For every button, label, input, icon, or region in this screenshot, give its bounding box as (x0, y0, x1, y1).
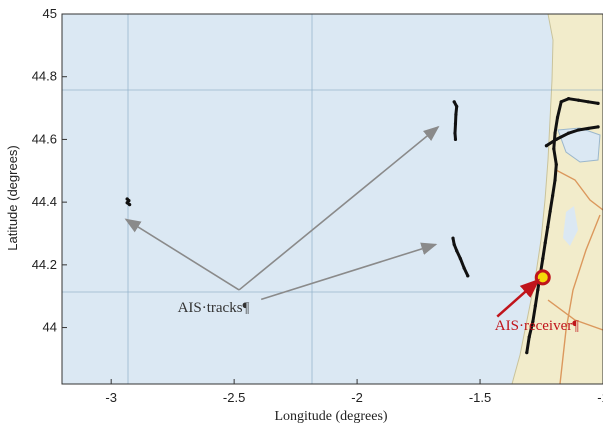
annotation-arrow (496, 278, 541, 318)
ais-track-point (527, 335, 531, 339)
ais-track-point (586, 126, 590, 131)
lagoon (557, 127, 601, 163)
x-tick-label: -2 (351, 390, 363, 405)
x-axis-title: Longitude (degrees) (274, 409, 387, 424)
y-axis: 44 44.2 44.4 44.6 44.8 45 (32, 6, 67, 335)
ais-track-point (531, 319, 535, 323)
ais-track-point (454, 112, 458, 116)
x-tick-label: -1.5 (469, 390, 491, 405)
ais-tracks (125, 97, 600, 355)
ais-track-point (536, 288, 540, 292)
ais-track-point (559, 100, 563, 104)
ais-track-point (451, 236, 455, 240)
ais-track-point (576, 98, 581, 102)
ais-track-point (553, 178, 557, 182)
ais-track-point (586, 100, 590, 104)
ais-track-point (553, 131, 557, 135)
ais-track-point (462, 266, 466, 270)
ais-track-point (596, 125, 600, 129)
plot-frame (61, 13, 603, 385)
annotation-arrow (260, 242, 438, 301)
ais-track-point (453, 131, 457, 135)
x-tick-label: -3 (105, 390, 117, 405)
ais-receiver-label: AIS·receiver¶ (495, 318, 579, 334)
lake (563, 206, 578, 246)
ais-tracks-label: AIS·tracks¶ (178, 300, 250, 316)
y-tick-label: 44 (43, 320, 57, 335)
x-axis: -3 -2.5 -2 -1.5 -1 (105, 379, 603, 405)
ais-track-point (455, 104, 459, 109)
ais-track-point (525, 351, 529, 355)
ais-track-point (546, 225, 550, 229)
y-tick-label: 44.2 (32, 257, 57, 272)
sea-background (62, 14, 603, 384)
ais-track-point (554, 137, 558, 142)
ais-track-point (555, 115, 560, 120)
ais-track-point (550, 194, 555, 198)
ais-track-point (596, 101, 600, 105)
map-roads (547, 169, 603, 384)
ais-track-point (533, 304, 537, 308)
y-tick-label: 44.4 (32, 194, 57, 209)
ais-track-point (128, 203, 132, 207)
receiver-layer (534, 269, 551, 286)
ais-track-point (554, 162, 558, 167)
annotation-arrows (124, 125, 541, 318)
ais-track-point (543, 241, 547, 245)
ais-track-point (566, 131, 571, 135)
ais-track-point (452, 242, 456, 247)
y-tick-label: 44.6 (32, 131, 57, 146)
y-tick-label: 45 (43, 6, 57, 21)
ais-track-point (127, 198, 131, 203)
ais-receiver-marker (534, 269, 551, 286)
annotation-arrow (124, 218, 240, 291)
ais-track-point (458, 256, 462, 261)
ais-track-point (125, 201, 129, 205)
y-axis-title: Latitude (degrees) (5, 145, 20, 251)
ais-track-point (455, 249, 459, 253)
annotation-arrow (238, 125, 440, 291)
ais-track-point (466, 274, 470, 278)
ais-track-point (552, 147, 556, 151)
ais-track-point (541, 256, 545, 261)
plot-area (62, 14, 603, 384)
ais-track-point (548, 209, 552, 214)
ais-track-point (566, 97, 571, 101)
y-tick-label: 44.8 (32, 69, 57, 84)
ais-track-point (453, 122, 458, 126)
ais-track-line (544, 125, 600, 148)
x-tick-label: -2.5 (223, 390, 245, 405)
ais-track-point (544, 144, 549, 148)
annotation-labels: AIS·tracks¶ AIS·receiver¶ (178, 300, 580, 334)
ais-track-point (452, 100, 456, 104)
ais-track-point (453, 137, 458, 142)
x-tick-label: -1 (597, 390, 603, 405)
ais-track-point (576, 128, 581, 132)
